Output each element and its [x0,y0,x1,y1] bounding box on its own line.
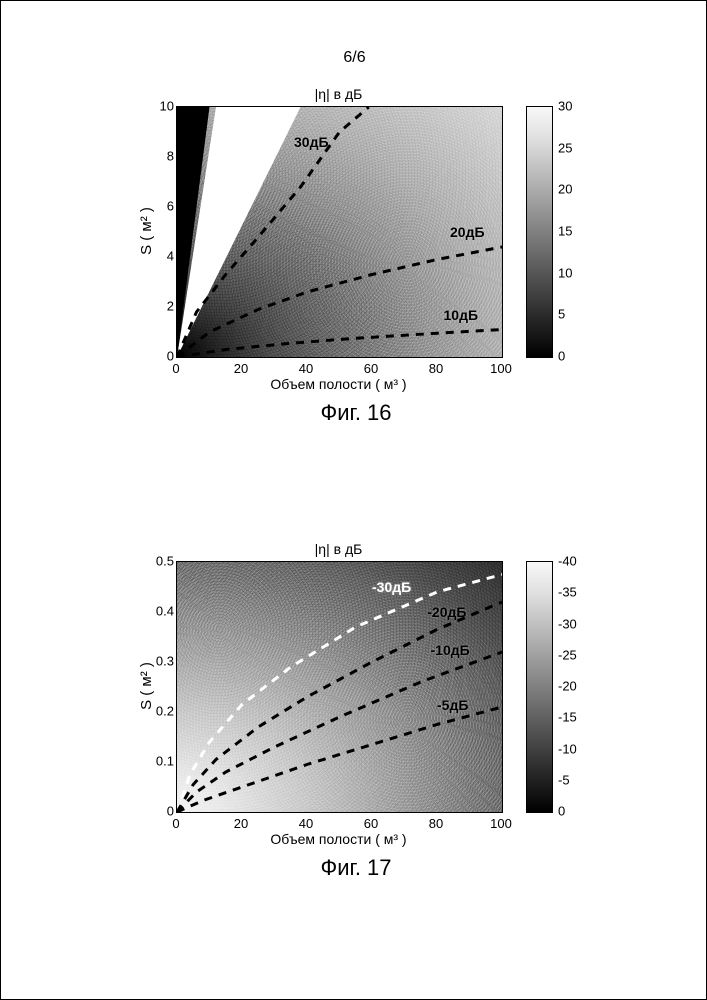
colorbar-tick-label: 10 [558,265,572,280]
page-number: 6/6 [1,49,707,67]
page: 6/6 |η| в дБ S ( м² ) 30дБ20дБ10дБ 02468… [0,0,707,1000]
ytick-label: 0.1 [156,754,174,769]
colorbar-tick-label: 15 [558,224,572,239]
ytick-label: 0.2 [156,704,174,719]
fig16-plot: 30дБ20дБ10дБ [176,106,503,358]
xtick-label: 100 [490,361,512,376]
ytick-label: 0.3 [156,654,174,669]
contour-svg [177,107,502,357]
fig16-plot-block: |η| в дБ S ( м² ) 30дБ20дБ10дБ 0246810 0… [126,86,586,386]
ytick-label: 0.4 [156,604,174,619]
contour-line [177,247,502,357]
ytick-label: 8 [167,149,174,164]
fig17-plot-block: |η| в дБ S ( м² ) -30дБ-20дБ-10дБ-5дБ 00… [126,541,586,841]
colorbar-tick-label: -10 [558,741,577,756]
fig16-caption: Фиг. 16 [126,400,586,426]
xtick-label: 20 [234,361,248,376]
fig17-colorbar [526,561,553,813]
contour-line [177,652,502,812]
colorbar-tick-label: 30 [558,99,572,114]
fig16-xlabel: Объем полости ( м³ ) [176,376,501,392]
ytick-label: 0.5 [156,554,174,569]
xtick-label: 60 [364,816,378,831]
xtick-label: 100 [490,816,512,831]
xtick-label: 20 [234,816,248,831]
figure-16: |η| в дБ S ( м² ) 30дБ20дБ10дБ 0246810 0… [126,86,586,426]
ytick-label: 10 [160,99,174,114]
colorbar-tick-label: -35 [558,585,577,600]
colorbar-tick-label: -5 [558,772,570,787]
fig16-colorbar [526,106,553,358]
xtick-label: 40 [299,361,313,376]
fig17-plot: -30дБ-20дБ-10дБ-5дБ [176,561,503,813]
figure-17: |η| в дБ S ( м² ) -30дБ-20дБ-10дБ-5дБ 00… [126,541,586,881]
colorbar-tick-label: -25 [558,647,577,662]
contour-svg [177,562,502,812]
xtick-label: 80 [429,816,443,831]
colorbar-tick-label: -20 [558,679,577,694]
xtick-label: 0 [172,361,179,376]
fig17-title: |η| в дБ [176,541,501,557]
contour-line [177,330,502,358]
contour-line [177,107,369,357]
xtick-label: 60 [364,361,378,376]
contour-line [177,575,502,813]
fig17-caption: Фиг. 17 [126,855,586,881]
colorbar-tick-label: 5 [558,307,565,322]
xtick-label: 40 [299,816,313,831]
xtick-label: 80 [429,361,443,376]
ytick-label: 6 [167,199,174,214]
ytick-label: 2 [167,299,174,314]
fig17-colorbar-gradient [527,562,552,812]
contour-line [177,602,502,812]
colorbar-tick-label: -30 [558,616,577,631]
colorbar-tick-label: 20 [558,182,572,197]
xtick-label: 0 [172,816,179,831]
fig16-title: |η| в дБ [176,86,501,102]
colorbar-tick-label: -15 [558,710,577,725]
colorbar-tick-label: 25 [558,140,572,155]
colorbar-tick-label: 0 [558,804,565,819]
fig17-xlabel: Объем полости ( м³ ) [176,831,501,847]
fig16-colorbar-gradient [527,107,552,357]
colorbar-tick-label: -40 [558,554,577,569]
colorbar-tick-label: 0 [558,349,565,364]
contour-line [177,707,502,812]
ytick-label: 4 [167,249,174,264]
